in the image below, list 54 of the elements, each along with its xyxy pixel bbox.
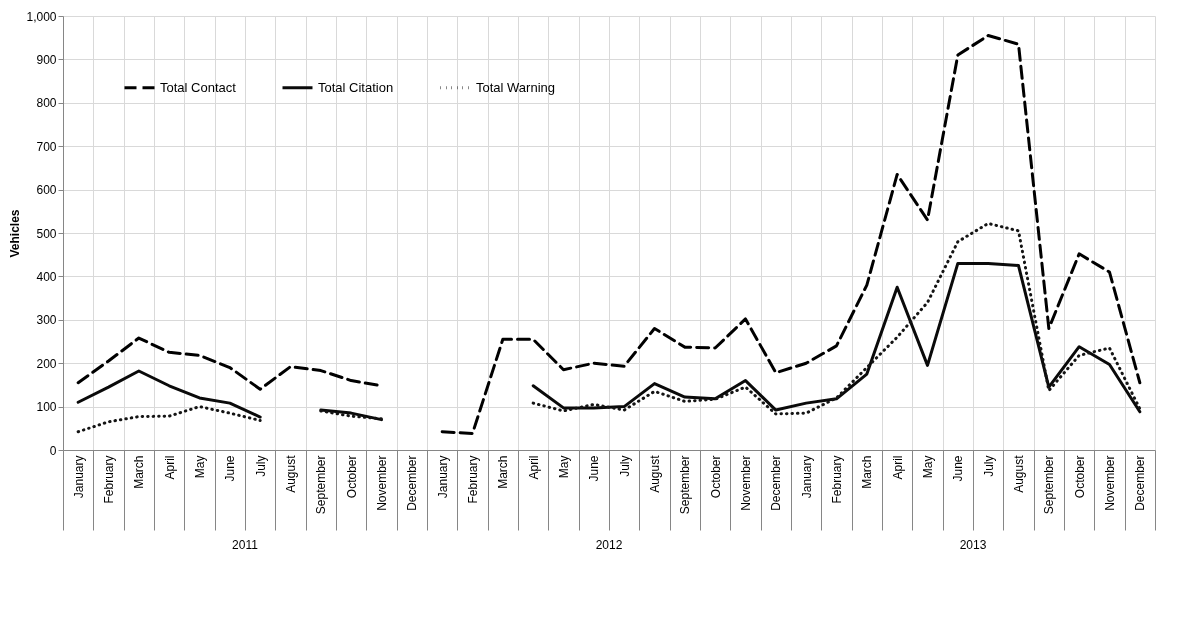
x-tick-label: July xyxy=(981,455,996,477)
y-tick-label: 500 xyxy=(36,226,57,241)
y-axis-title: Vehicles xyxy=(8,209,23,258)
x-tick-label: September xyxy=(314,455,329,515)
x-tick-label: May xyxy=(557,455,571,479)
x-tick-label: December xyxy=(769,455,784,511)
x-tick-label: June xyxy=(223,455,238,482)
y-tick-label: 0 xyxy=(49,443,57,458)
x-tick-label: January xyxy=(435,455,450,499)
x-tick-label: November xyxy=(375,455,389,511)
y-tick-label: 800 xyxy=(36,96,57,111)
x-tick-label: September xyxy=(1042,455,1057,515)
y-tick-label: 900 xyxy=(36,52,57,67)
x-tick-label: May xyxy=(921,455,935,479)
legend-label: Total Warning xyxy=(476,79,555,95)
x-tick-label: October xyxy=(344,455,359,499)
y-tick-label: 600 xyxy=(36,183,57,198)
y-tick-label: 1,000 xyxy=(26,9,57,24)
x-tick-label: April xyxy=(162,455,177,480)
x-tick-label: June xyxy=(587,455,602,482)
legend-label: Total Citation xyxy=(318,79,394,95)
y-tick-label: 700 xyxy=(36,139,57,154)
x-tick-label: June xyxy=(951,455,966,482)
x-tick-label: April xyxy=(890,455,905,480)
x-tick-label: August xyxy=(648,454,662,493)
x-tick-label: July xyxy=(253,455,268,477)
y-tick-label: 100 xyxy=(36,400,57,415)
x-tick-label: December xyxy=(405,455,420,511)
x-tick-label: March xyxy=(132,455,147,489)
text: 2012 xyxy=(595,538,623,552)
x-tick-label: July xyxy=(617,455,632,477)
x-tick-label: September xyxy=(678,455,693,515)
x-tick-label: February xyxy=(830,455,844,504)
x-tick-label: December xyxy=(1133,455,1148,511)
legend-label: Total Contact xyxy=(160,79,237,95)
x-tick-label: October xyxy=(708,455,723,499)
x-tick-label: January xyxy=(799,455,814,499)
x-tick-label: November xyxy=(739,455,753,511)
x-tick-label: August xyxy=(1012,454,1026,493)
text: 2013 xyxy=(959,538,987,552)
y-tick-label: 300 xyxy=(36,313,57,328)
x-tick-label: August xyxy=(284,454,298,493)
x-tick-label: March xyxy=(496,455,511,489)
x-tick-label: April xyxy=(526,455,541,480)
y-tick-label: 400 xyxy=(36,269,57,284)
x-tick-label: May xyxy=(193,455,207,479)
x-tick-label: November xyxy=(1103,455,1117,511)
x-tick-label: February xyxy=(466,455,480,504)
y-tick-label: 200 xyxy=(36,356,57,371)
text: 2011 xyxy=(232,538,259,552)
x-tick-label: February xyxy=(102,455,116,504)
x-tick-label: October xyxy=(1072,455,1087,499)
x-tick-label: March xyxy=(860,455,875,489)
x-tick-label: January xyxy=(71,455,86,499)
